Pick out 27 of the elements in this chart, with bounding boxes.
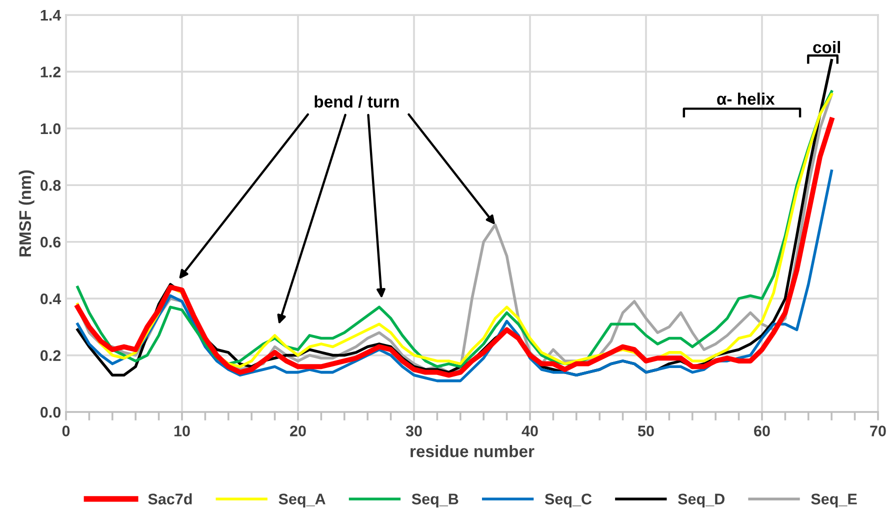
y-tick-label: 1.4 xyxy=(40,10,62,21)
y-tick-label: 0.6 xyxy=(40,236,61,248)
y-tick-label: 0.0 xyxy=(40,406,61,418)
x-tick-label: 30 xyxy=(406,426,422,436)
y-tick-label: 0.8 xyxy=(40,180,61,191)
annotation: coil xyxy=(813,40,840,54)
y-axis-title: RMSF (nm) xyxy=(18,170,34,256)
x-tick-label: 40 xyxy=(522,426,538,436)
annotation: bend / turn xyxy=(314,95,399,108)
y-tick-label: 0.4 xyxy=(40,293,62,304)
legend-label: Seq_B xyxy=(412,494,458,508)
x-axis-title: residue number xyxy=(410,444,534,458)
legend-label: Seq_E xyxy=(811,494,857,508)
x-tick-label: 70 xyxy=(870,426,886,436)
x-tick-label: 50 xyxy=(638,426,654,436)
legend-label: Sac7d xyxy=(148,493,192,504)
y-tick-label: 1.0 xyxy=(40,123,61,134)
x-tick-label: 10 xyxy=(174,426,190,436)
legend-label: Seq_C xyxy=(544,494,592,508)
legend-label: Seq_D xyxy=(678,494,724,508)
x-tick-label: 0 xyxy=(62,426,70,436)
y-tick-label: 0.2 xyxy=(40,350,61,361)
annotation: α- helix xyxy=(717,92,775,105)
legend-label: Seq_A xyxy=(278,494,326,508)
y-tick-label: 1.2 xyxy=(40,66,61,78)
x-tick-label: 20 xyxy=(290,426,306,436)
x-tick-label: 60 xyxy=(754,426,770,436)
